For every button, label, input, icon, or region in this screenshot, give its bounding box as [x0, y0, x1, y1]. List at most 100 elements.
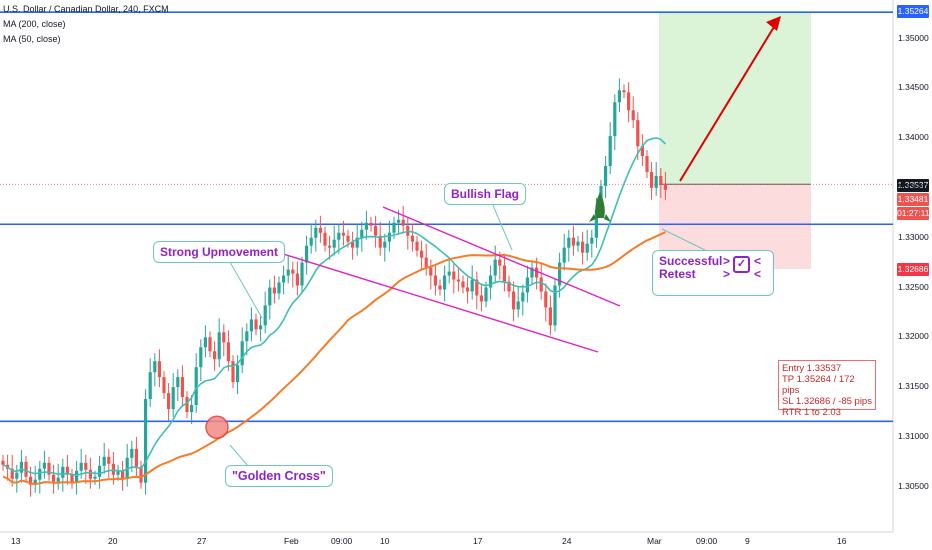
- candle-body: [346, 235, 350, 242]
- candle-body: [291, 269, 295, 274]
- candle-body: [263, 305, 267, 326]
- candle-body: [410, 235, 414, 242]
- candle-body: [594, 209, 598, 238]
- candle-body: [93, 476, 97, 479]
- target-arrow-head: [766, 16, 781, 31]
- candle-body: [180, 377, 184, 398]
- y-tick-label: 1.32000: [898, 331, 929, 342]
- candle-body: [157, 361, 161, 378]
- candle-body: [19, 461, 23, 473]
- candle-body: [190, 405, 194, 412]
- candle-body: [47, 462, 51, 475]
- candle-body: [355, 237, 359, 248]
- x-tick-label: 24: [562, 536, 572, 546]
- candle-body: [475, 279, 479, 296]
- candle-body: [295, 273, 299, 286]
- candle-body: [420, 250, 424, 258]
- x-tick-label: 17: [473, 536, 483, 546]
- candle-body: [530, 267, 534, 278]
- x-tick-label: 09:00: [331, 536, 353, 546]
- legend-ma200: MA (200, close): [3, 19, 66, 29]
- candle-body: [548, 307, 552, 326]
- x-tick-label: 27: [197, 536, 207, 546]
- x-tick-label: 16: [837, 536, 847, 546]
- checkmark-icon: ✓: [733, 256, 750, 273]
- candle-body: [203, 337, 207, 348]
- candle-body: [249, 319, 253, 332]
- candle-body: [415, 241, 419, 251]
- candle-body: [456, 279, 460, 282]
- candle-body: [217, 332, 221, 360]
- candle-body: [617, 90, 621, 103]
- candle-body: [654, 175, 658, 188]
- chevron-left-icon: <: [754, 254, 762, 268]
- y-tick-label: 1.35000: [898, 32, 929, 43]
- candle-body: [401, 219, 405, 226]
- x-tick-label: 10: [380, 536, 390, 546]
- candle-body: [323, 232, 327, 246]
- retest-pointer: [661, 228, 706, 251]
- candle-body: [613, 102, 617, 137]
- candle-body: [571, 237, 575, 246]
- trade-summary-box: Entry 1.33537 TP 1.35264 / 172 pips SL 1…: [778, 360, 876, 418]
- candle-body: [208, 337, 212, 352]
- candle-body: [576, 241, 580, 246]
- take-profit-zone: [659, 12, 811, 185]
- candle-body: [213, 351, 217, 360]
- candle-body: [171, 387, 175, 410]
- candle-body: [102, 456, 106, 466]
- candle-body: [38, 468, 42, 480]
- candle-body: [507, 281, 511, 292]
- flag-lower-line: [279, 252, 599, 353]
- candle-body: [516, 301, 520, 310]
- sl-price-tag: 1.32686: [897, 263, 929, 276]
- candle-body: [443, 275, 447, 290]
- trade-sl: SL 1.32686 / -85 pips: [782, 396, 872, 407]
- candle-body: [254, 319, 258, 330]
- y-tick-label: 1.31500: [898, 381, 929, 392]
- candle-body: [286, 269, 290, 276]
- candle-body: [567, 237, 571, 248]
- candle-body: [88, 469, 92, 479]
- y-tick-label: 1.33000: [898, 231, 929, 242]
- candle-body: [282, 275, 286, 283]
- golden-cross-callout: "Golden Cross": [225, 465, 333, 487]
- candle-body: [328, 245, 332, 248]
- candle-body: [627, 92, 631, 111]
- candle-body: [148, 372, 152, 400]
- candle-body: [167, 393, 171, 410]
- y-tick-label: 1.32500: [898, 281, 929, 292]
- candle-body: [351, 241, 355, 248]
- candle-body: [153, 361, 157, 373]
- candle-body: [622, 90, 626, 93]
- countdown-timer-tag: 01:27:11: [897, 207, 930, 220]
- x-tick-label: Feb: [284, 536, 299, 546]
- candle-body: [535, 267, 539, 278]
- candle-body: [470, 279, 474, 292]
- candle-body: [10, 468, 14, 479]
- candle-body: [337, 232, 341, 240]
- retest-line2: Retest: [659, 267, 696, 281]
- candle-body: [42, 462, 46, 469]
- ma200-line: [2, 231, 666, 486]
- bullish-flag-callout: Bullish Flag: [444, 183, 527, 205]
- trade-tp: TP 1.35264 / 172 pips: [782, 374, 855, 396]
- candle-body: [466, 287, 470, 292]
- candle-body: [502, 265, 506, 282]
- candle-body: [433, 275, 437, 286]
- candle-body: [544, 291, 548, 308]
- candle-body: [512, 291, 516, 310]
- x-tick-label: 20: [108, 536, 118, 546]
- candle-body: [139, 466, 143, 483]
- candle-body: [369, 222, 373, 226]
- candle-body: [608, 136, 612, 166]
- candle-body: [332, 239, 336, 248]
- candle-body: [300, 262, 304, 286]
- candle-body: [84, 462, 88, 470]
- candle-body: [314, 227, 318, 238]
- ma50-line: [2, 137, 666, 477]
- candle-body: [640, 146, 644, 157]
- candle-body: [424, 257, 428, 268]
- y-tick-label: 1.31000: [898, 430, 929, 441]
